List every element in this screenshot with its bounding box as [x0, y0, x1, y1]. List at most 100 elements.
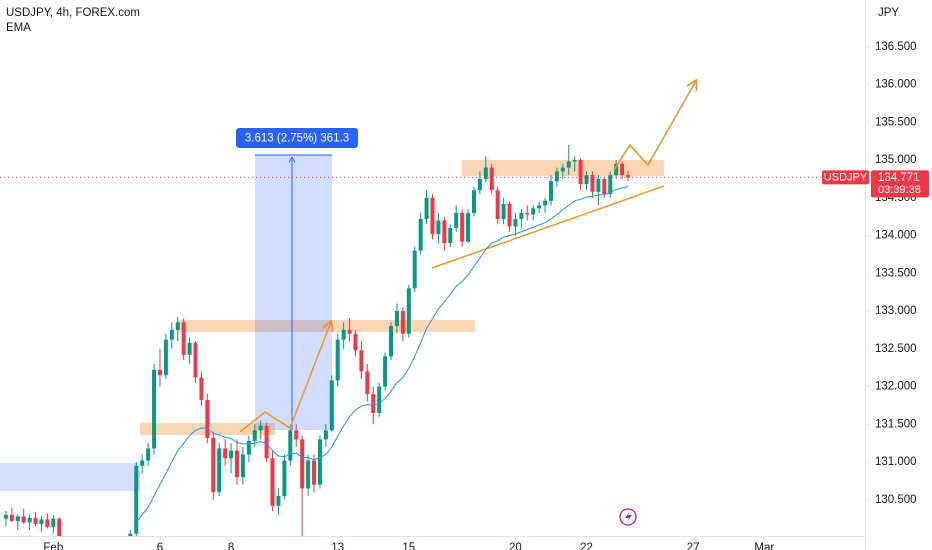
candle-body — [63, 541, 67, 550]
candle-body — [21, 516, 26, 523]
candle-body — [614, 163, 619, 176]
candle-body — [288, 430, 293, 461]
candle-body — [519, 212, 524, 219]
candle-body — [181, 322, 186, 355]
candle-body — [146, 448, 151, 461]
event-icon-bolt — [625, 511, 632, 523]
candle-body — [306, 460, 311, 489]
candle-body — [394, 311, 399, 327]
chart-title: USDJPY, 4h, FOREX.com — [6, 7, 140, 19]
trend-line — [431, 185, 665, 269]
y-tick-label: 130.500 — [875, 494, 917, 506]
price-tag-label: 134.771 — [878, 172, 920, 184]
x-tick-label: 20 — [509, 542, 522, 550]
y-tick-label: 131.500 — [875, 418, 917, 430]
measure-label: 3.613 (2.75%) 361.3 — [245, 133, 349, 145]
candle-body — [359, 350, 364, 372]
candle-body — [205, 400, 210, 438]
series-layer — [0, 144, 865, 550]
candle-body — [454, 212, 459, 228]
candle-body — [400, 311, 405, 334]
y-tick-label: 131.000 — [875, 456, 917, 468]
x-tick-label: 13 — [331, 542, 344, 550]
candle-body — [134, 465, 139, 534]
candle-body — [282, 460, 287, 496]
candle-body — [323, 430, 328, 440]
candle-body — [466, 212, 471, 242]
candle-body — [365, 371, 370, 395]
candle-body — [560, 167, 565, 172]
candle-body — [163, 339, 168, 376]
candle-body — [152, 369, 157, 449]
candle-body — [507, 203, 512, 227]
candle-body — [418, 218, 423, 251]
candle-body — [9, 514, 14, 521]
candle-body — [383, 356, 388, 387]
candle-body — [335, 339, 340, 381]
candle-body — [258, 425, 263, 431]
candle-body — [566, 161, 571, 168]
symbol-tag-label: USDJPY — [824, 172, 868, 184]
measure-box — [255, 155, 332, 430]
ema-line — [135, 185, 629, 523]
candle-body — [477, 178, 482, 191]
price-tag-box — [871, 170, 929, 198]
projection-arrow — [239, 322, 331, 433]
candle-body — [531, 208, 536, 215]
candle-body — [448, 227, 453, 244]
candle-body — [537, 205, 542, 209]
y-tick-label: 133.000 — [875, 305, 917, 317]
x-tick-label: 22 — [580, 542, 593, 550]
candle-body — [246, 440, 251, 455]
candle-body — [353, 333, 358, 351]
y-tick-label: 135.000 — [875, 154, 917, 166]
candle-body — [525, 212, 530, 215]
candle-body — [430, 197, 435, 235]
candle-body — [602, 178, 607, 195]
x-tick-label: 27 — [687, 542, 700, 550]
candle-body — [51, 518, 56, 527]
y-tick-label: 134.000 — [875, 230, 917, 242]
candle-body — [140, 460, 145, 466]
candle-body — [424, 197, 429, 219]
candle-body — [223, 448, 228, 459]
candle-body — [157, 369, 162, 376]
candle-body — [33, 517, 38, 524]
candle-body — [608, 175, 613, 195]
candle-body — [57, 518, 62, 536]
axes: 130.500 131.000 131.500 132.000 132.500 133.0… — [43, 41, 916, 550]
candle-body — [389, 326, 394, 357]
candle-body — [460, 212, 465, 242]
candle-body — [193, 342, 198, 378]
candle-body — [128, 533, 133, 536]
candle-body — [572, 160, 577, 162]
candle-body — [596, 178, 601, 192]
candle-body — [471, 190, 476, 213]
candle-body — [199, 377, 204, 401]
candle-body — [406, 288, 411, 334]
x-tick-label: 15 — [402, 542, 415, 550]
measure-label-box — [236, 128, 358, 148]
candle-body — [513, 218, 518, 227]
candle-body — [489, 167, 494, 191]
candle-body — [495, 190, 500, 219]
x-tick-label: 6 — [157, 542, 163, 550]
candle-body — [187, 342, 192, 355]
drawings — [0, 154, 665, 491]
candle-body — [347, 329, 352, 334]
currency-label: JPY — [878, 7, 899, 19]
candle-body — [45, 519, 50, 527]
candle-body — [252, 430, 257, 441]
candle-body — [317, 439, 322, 485]
candle-body — [584, 175, 589, 185]
candle-body — [554, 171, 559, 182]
candle-body — [626, 175, 631, 178]
candle-body — [27, 517, 32, 523]
candle-body — [15, 516, 20, 521]
candle-body — [240, 454, 245, 478]
candle-body — [590, 175, 595, 192]
candle-body — [501, 203, 506, 219]
